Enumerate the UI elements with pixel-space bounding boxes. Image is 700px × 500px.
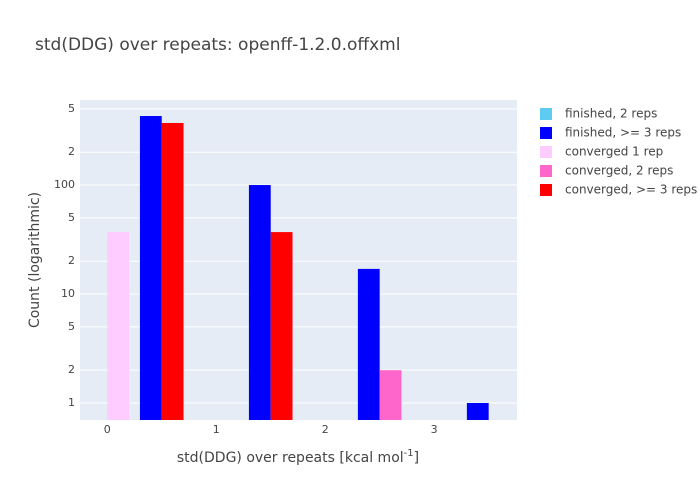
bar — [466, 402, 489, 420]
bar — [139, 116, 162, 420]
y-tick-label: 1 — [68, 396, 75, 409]
x-axis-title-superscript: -1 — [404, 448, 414, 459]
bar — [161, 122, 184, 420]
legend-swatch — [540, 108, 552, 120]
bar — [270, 232, 293, 420]
y-tick-label: 10 — [61, 287, 75, 300]
legend-swatch — [540, 146, 552, 158]
x-tick-label: 1 — [213, 423, 220, 436]
chart-title: std(DDG) over repeats: openff-1.2.0.offx… — [35, 35, 400, 55]
x-axis-title-text: std(DDG) over repeats [kcal mol — [177, 450, 404, 466]
x-tick-label: 0 — [104, 423, 111, 436]
x-axis-title-text: ] — [414, 450, 419, 466]
y-tick-label: 5 — [68, 211, 75, 224]
x-tick-label: 3 — [431, 423, 438, 436]
legend-label: converged, >= 3 reps — [565, 183, 697, 197]
legend-swatch — [540, 184, 552, 196]
bar — [248, 185, 271, 420]
legend-label: finished, 2 reps — [565, 107, 657, 121]
legend-label: converged, 2 reps — [565, 164, 673, 178]
legend-label: converged 1 rep — [565, 145, 663, 159]
bar — [107, 232, 130, 420]
bar — [357, 268, 380, 420]
y-tick-label: 2 — [68, 145, 75, 158]
legend-swatch — [540, 165, 552, 177]
x-tick-label: 2 — [322, 423, 329, 436]
y-tick-label: 5 — [68, 102, 75, 115]
legend-swatch — [540, 127, 552, 139]
y-axis-title: Count (logarithmic) — [27, 192, 43, 328]
y-tick-label: 2 — [68, 363, 75, 376]
bar — [379, 370, 402, 420]
legend-label: finished, >= 3 reps — [565, 126, 681, 140]
y-tick-label: 5 — [68, 320, 75, 333]
y-tick-label: 2 — [68, 254, 75, 267]
x-axis-title: std(DDG) over repeats [kcal mol-1] — [177, 448, 419, 466]
y-tick-label: 100 — [54, 178, 75, 191]
